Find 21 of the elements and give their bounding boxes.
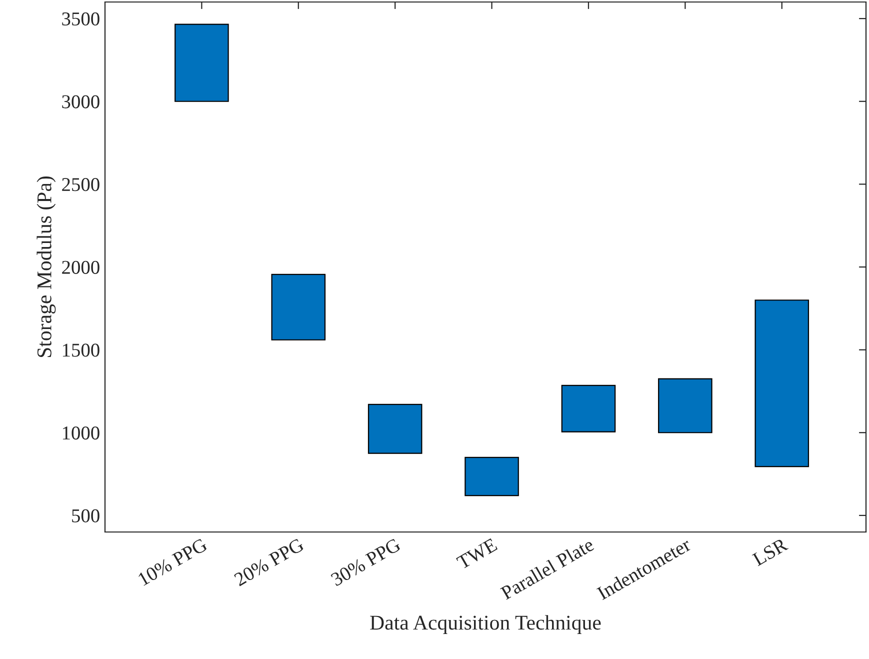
x-tick-label: TWE: [456, 538, 498, 570]
y-tick-label: 500: [72, 509, 100, 522]
bar: [368, 404, 422, 454]
y-tick-label: 1000: [62, 426, 100, 440]
y-tick-label: 1500: [62, 344, 100, 357]
bar: [174, 24, 229, 102]
bar: [464, 456, 519, 496]
y-tick-label: 3000: [62, 95, 100, 108]
x-tick-label: 20% PPG: [233, 538, 305, 586]
y-tick-label: 2000: [62, 260, 100, 274]
bar: [658, 378, 712, 434]
y-tick-label: 2500: [62, 178, 100, 192]
y-axis-title: Storage Modulus (Pa): [36, 176, 56, 358]
bar: [754, 300, 810, 468]
bar: [561, 384, 616, 432]
x-tick-label: 10% PPG: [137, 538, 208, 586]
x-tick-label: 30% PPG: [330, 538, 402, 586]
x-tick-label: LSR: [752, 537, 789, 566]
bar: [271, 274, 326, 340]
y-tick-label: 3500: [62, 12, 100, 26]
x-axis-title: Data Acquisition Technique: [370, 615, 601, 634]
